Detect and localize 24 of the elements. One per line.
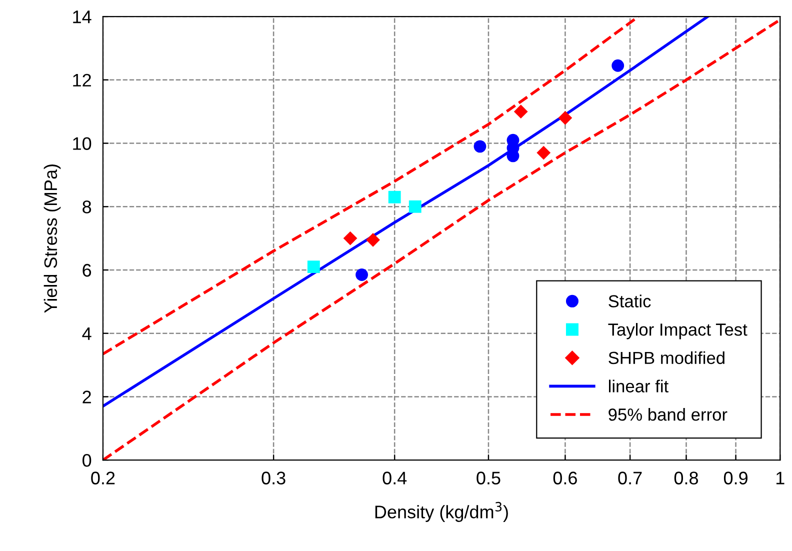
x-axis-title: Density (kg/dm$^{3}$)	[375, 502, 508, 522]
y-tick-label: 12	[73, 74, 91, 86]
legend-label: Static	[608, 294, 651, 308]
x-tick-label: 0.5	[476, 472, 500, 484]
x-tick-label: 0.3	[262, 472, 286, 484]
x-tick-label: 0.2	[91, 472, 115, 484]
x-tick-label: 0.4	[382, 472, 407, 484]
x-tick-label: 1	[776, 472, 784, 484]
y-tick-label: 6	[82, 264, 92, 277]
y-tick-label: 14	[73, 10, 92, 24]
y-tick-label: 4	[82, 327, 92, 340]
y-tick-label: 8	[82, 200, 92, 214]
y-axis-title: Yield Stress (MPa)	[44, 164, 61, 313]
legend-label: linear fit	[608, 380, 668, 392]
x-tick-label: 0.9	[724, 472, 748, 484]
y-tick-label: 0	[82, 454, 92, 467]
legend-label: SHPB modified	[608, 351, 724, 364]
x-tick-label: 0.8	[674, 472, 698, 484]
legend-label: Taylor Impact Test	[608, 323, 748, 340]
legend-label: 95% band error	[608, 408, 728, 421]
y-tick-label: 10	[73, 137, 92, 150]
x-tick-label: 0.7	[618, 472, 642, 484]
x-tick-label: 0.6	[553, 472, 577, 484]
y-tick-label: 2	[82, 390, 91, 404]
